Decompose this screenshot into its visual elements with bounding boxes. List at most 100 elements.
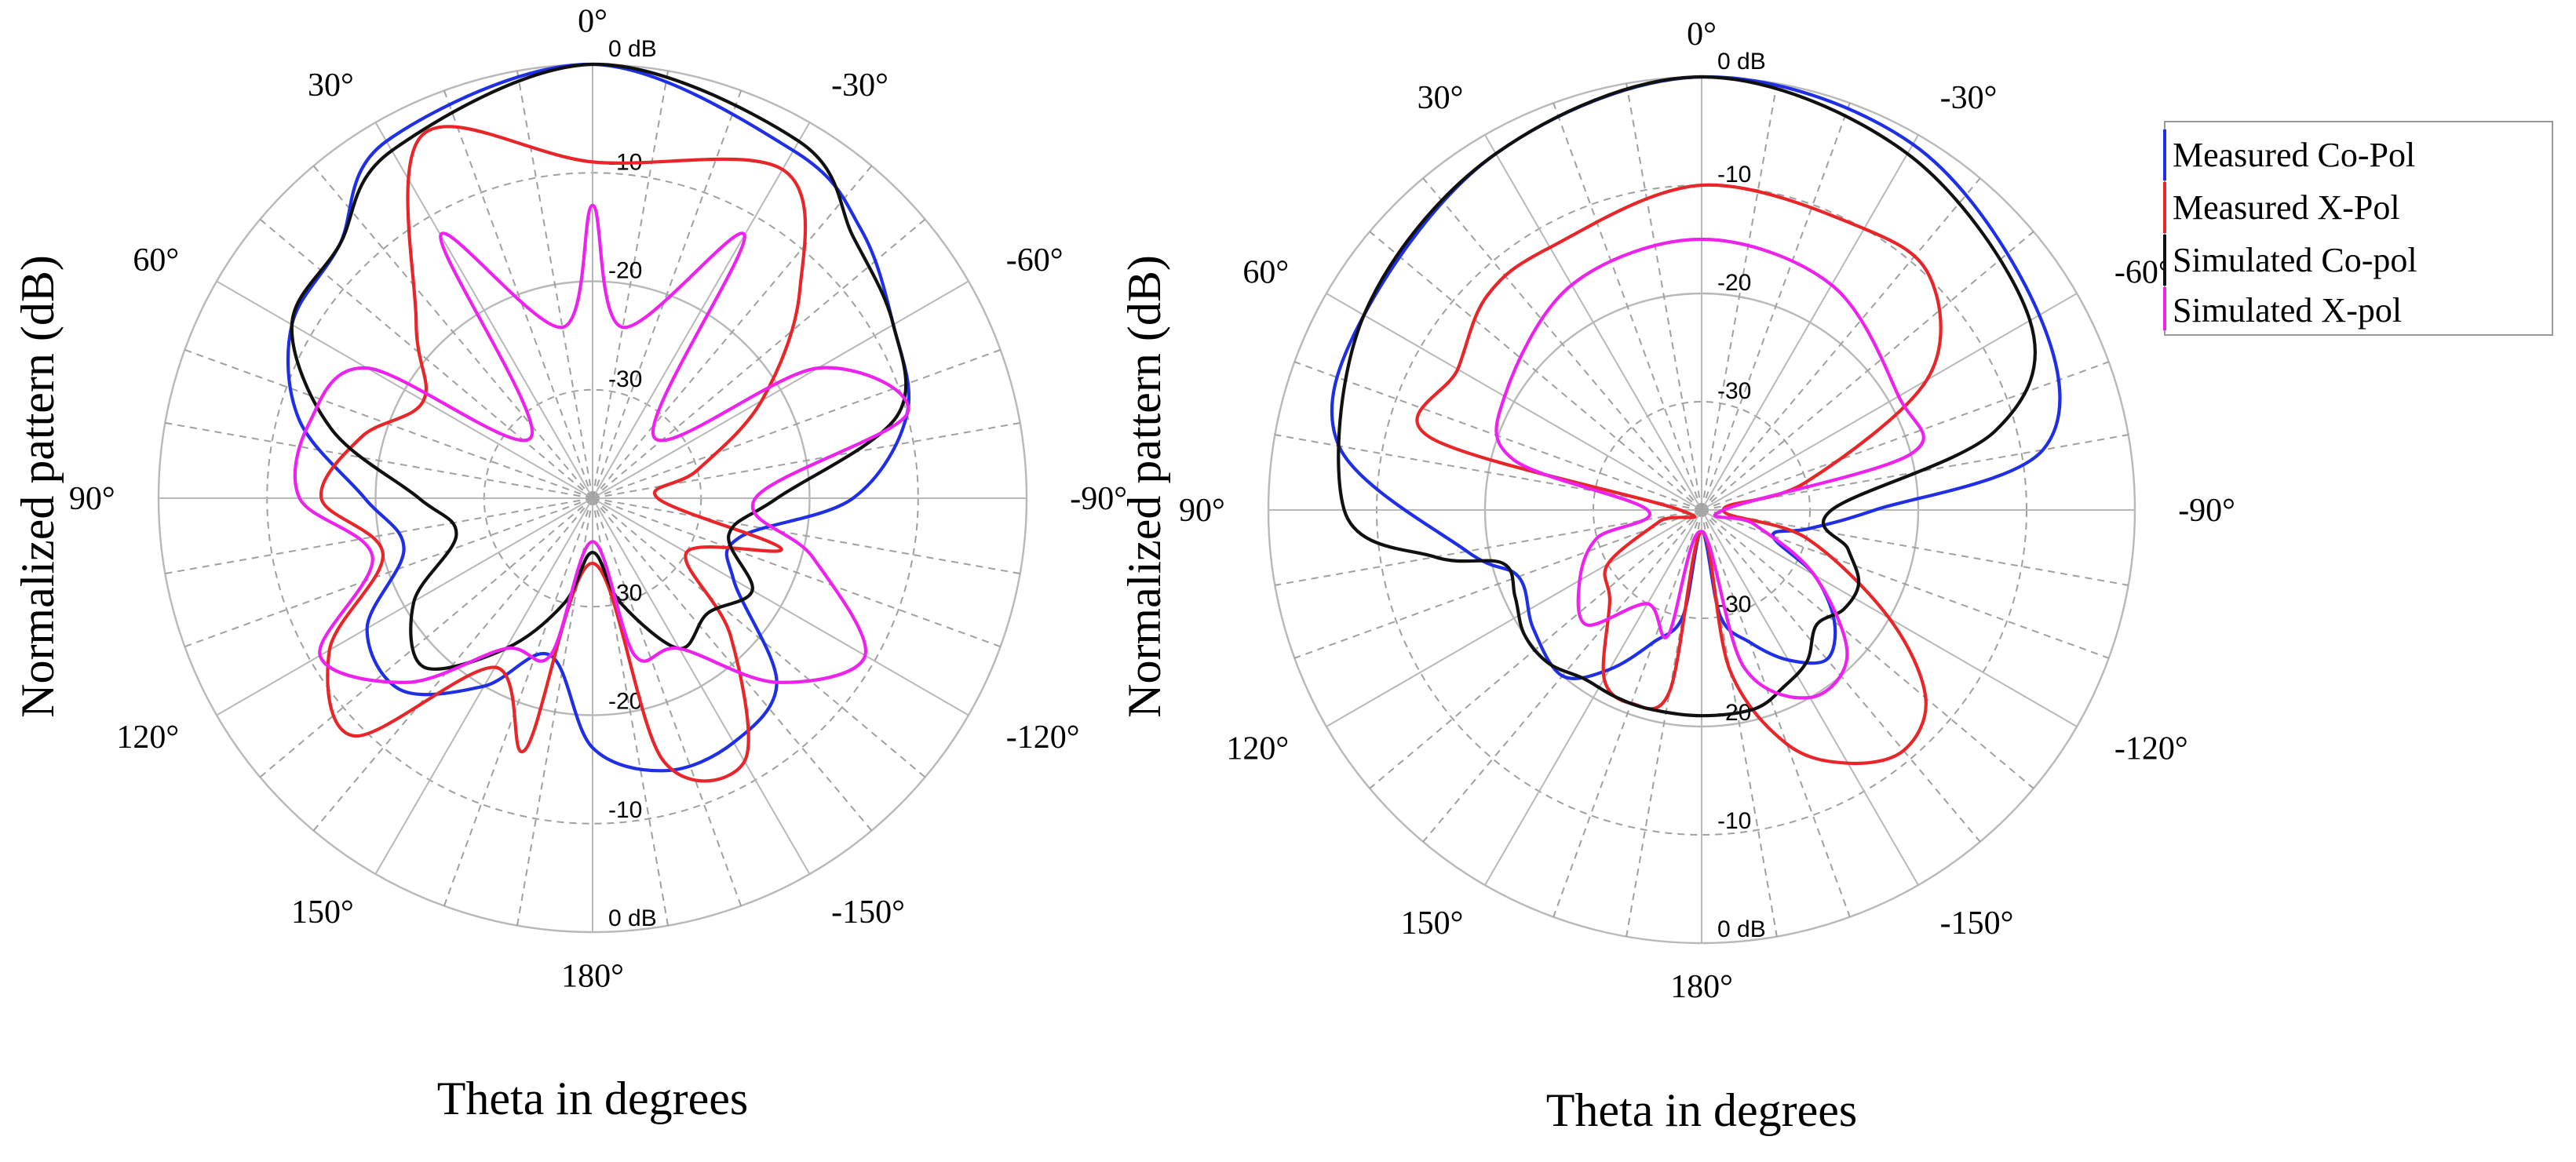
radial-tick-label: 0 dB	[608, 36, 657, 62]
legend: Measured Co-Pol Measured X-Pol Simulated…	[2163, 121, 2553, 336]
angle-tick-label: -60°	[1006, 242, 1064, 279]
grid-spoke	[216, 280, 593, 499]
grid-spoke	[1701, 509, 1778, 937]
grid-spoke	[516, 497, 593, 926]
angle-tick-label: -90°	[2178, 493, 2235, 529]
series-line-measured-co-pol	[286, 62, 911, 773]
angle-tick-label: 150°	[291, 894, 354, 931]
y-axis-title: Normalized pattern (dB)	[12, 255, 64, 718]
grid-spoke	[165, 497, 593, 575]
angle-tick-label: 120°	[1226, 731, 1289, 767]
legend-entry-simulated-co-pol: Simulated Co-pol	[2173, 241, 2417, 279]
legend-box	[2164, 121, 2553, 336]
radial-tick-label: -10	[1717, 162, 1751, 188]
grid-spoke	[592, 497, 670, 926]
grid-spoke	[592, 421, 1020, 499]
series-line-measured-x-pol	[319, 125, 808, 783]
grid-spoke	[1701, 102, 1851, 511]
series-line-simulated-x-pol	[1494, 237, 1925, 700]
grid-spoke	[1626, 83, 1702, 511]
angle-tick-label: 60°	[1242, 254, 1289, 290]
grid-spoke	[1626, 509, 1702, 937]
grid-spoke	[516, 71, 593, 499]
grid-spoke	[592, 497, 969, 716]
grid-spoke	[1484, 134, 1702, 511]
right-polar-plot: 0° 30° 60° 90° 120° 150° 180° -30° -60° -90° -120°…	[1118, 16, 2235, 1136]
legend-entry-simulated-x-pol: Simulated X-pol	[2173, 291, 2402, 330]
angle-tick-label: -30°	[1940, 80, 1998, 116]
angle-tick-label: 180°	[561, 958, 624, 994]
grid-spoke	[184, 497, 593, 648]
grid-spoke	[1701, 509, 2034, 789]
grid-spoke	[592, 122, 811, 499]
grid-spoke	[592, 348, 1001, 499]
y-axis-title: Normalized pattern (dB)	[1118, 255, 1170, 718]
angle-tick-label: 30°	[308, 67, 354, 104]
angle-tick-label: -90°	[1070, 481, 1127, 517]
grid-spoke	[592, 165, 873, 499]
legend-entry-measured-x-pol: Measured X-Pol	[2173, 188, 2400, 227]
grid-spoke	[312, 165, 593, 499]
angle-tick-label: 120°	[116, 719, 179, 756]
grid-spoke	[1422, 177, 1702, 511]
radial-tick-label: 0 dB	[1717, 49, 1766, 75]
grid-spoke	[1275, 509, 1702, 586]
grid-spoke	[1701, 134, 1919, 511]
grid-spoke	[1701, 361, 2110, 511]
angle-tick-label: 60°	[133, 242, 179, 279]
grid-spoke	[1369, 231, 1702, 511]
radial-tick-label: 0 dB	[1717, 916, 1766, 942]
series-line-measured-co-pol	[1330, 75, 2062, 680]
grid-spoke	[312, 497, 593, 832]
grid-spoke	[1701, 83, 1778, 511]
radial-tick-label: -30	[608, 366, 642, 392]
grid-spoke	[1326, 509, 1702, 727]
grid-spoke	[1701, 177, 1981, 511]
grid-spoke	[1484, 509, 1702, 886]
grid-spoke	[259, 218, 593, 499]
grid-spoke	[1326, 293, 1702, 511]
angle-tick-label: 150°	[1401, 905, 1464, 942]
grid-spoke	[1293, 509, 1702, 659]
angle-tick-label: 180°	[1670, 969, 1733, 1005]
angle-tick-label: 0°	[1687, 16, 1717, 53]
grid-spoke	[1553, 509, 1702, 918]
series-line-measured-x-pol	[1415, 183, 1943, 766]
grid-spoke	[592, 497, 811, 875]
series-line-simulated-co-pol	[290, 62, 908, 671]
grid-spoke	[1553, 102, 1702, 511]
angle-tick-label: -120°	[1006, 719, 1080, 756]
grid-spoke	[592, 497, 743, 906]
grid-spoke	[1701, 231, 2034, 511]
legend-entry-measured-co-pol: Measured Co-Pol	[2173, 136, 2415, 174]
radial-tick-label: -10	[608, 797, 642, 823]
grid-spoke	[592, 218, 926, 499]
grid-spoke	[1701, 509, 1851, 918]
x-axis-title: Theta in degrees	[437, 1073, 748, 1124]
grid-spoke	[1275, 434, 1702, 511]
radial-tick-label: -20	[608, 258, 642, 284]
grid-spoke	[592, 497, 1020, 575]
x-axis-title: Theta in degrees	[1546, 1084, 1857, 1136]
radial-tick-label: 0 dB	[608, 905, 657, 931]
grid-spoke	[592, 90, 743, 499]
grid-spoke	[1701, 509, 2129, 586]
left-polar-plot: 0° 30° 60° 90° 120° 150° 180° -30° -60° -90° -120°…	[12, 4, 1127, 1124]
angle-tick-label: 30°	[1418, 80, 1464, 116]
angle-tick-label: -120°	[2114, 731, 2188, 767]
grid-spoke	[443, 497, 593, 906]
angle-tick-label: -60°	[2114, 254, 2172, 290]
grid-spoke	[592, 71, 670, 499]
series-line-simulated-x-pol	[293, 203, 910, 684]
angle-tick-label: -150°	[1940, 905, 2014, 942]
grid-spoke	[1701, 509, 2110, 659]
angle-tick-label: 90°	[69, 481, 115, 517]
radial-tick-label: -30	[1717, 378, 1751, 404]
series-line-simulated-co-pol	[1337, 75, 2038, 718]
grid-spoke	[592, 497, 873, 832]
grid-spoke	[592, 497, 926, 778]
grid-spoke	[259, 497, 593, 778]
radial-tick-label: -10	[1717, 808, 1751, 834]
angle-tick-label: 0°	[578, 4, 608, 40]
